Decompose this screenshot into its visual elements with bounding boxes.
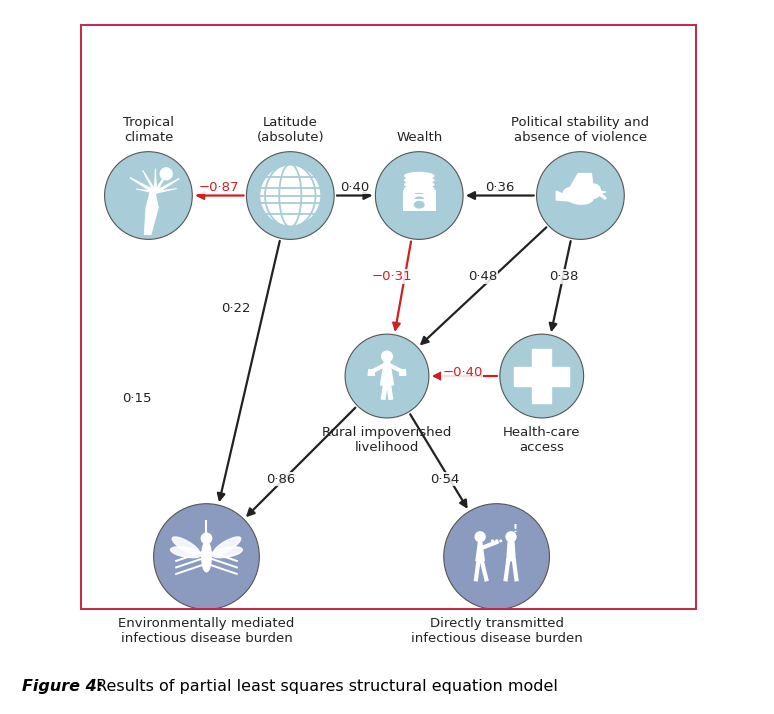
Text: 0·48: 0·48	[467, 271, 497, 283]
Text: Tropical
climate: Tropical climate	[123, 116, 174, 144]
Circle shape	[491, 540, 493, 542]
Text: Environmentally mediated
infectious disease burden: Environmentally mediated infectious dise…	[118, 617, 295, 645]
Text: 0·86: 0·86	[266, 473, 295, 486]
Polygon shape	[476, 542, 485, 560]
Circle shape	[587, 184, 601, 198]
Circle shape	[500, 334, 584, 418]
Text: Rural impoverished
livelihood: Rural impoverished livelihood	[322, 426, 452, 453]
Text: −0·87: −0·87	[199, 181, 240, 193]
Text: 0·22: 0·22	[221, 302, 250, 315]
Circle shape	[345, 334, 429, 418]
Polygon shape	[507, 542, 515, 560]
Ellipse shape	[404, 181, 434, 188]
Circle shape	[444, 503, 550, 610]
Polygon shape	[154, 169, 157, 192]
Polygon shape	[399, 370, 406, 376]
Polygon shape	[155, 188, 177, 193]
Text: Wealth: Wealth	[396, 131, 443, 144]
Ellipse shape	[563, 187, 594, 204]
Polygon shape	[600, 191, 606, 193]
Text: 0·54: 0·54	[430, 473, 460, 486]
Polygon shape	[142, 170, 157, 193]
Ellipse shape	[212, 547, 242, 558]
Text: Figure 4:: Figure 4:	[22, 679, 103, 694]
Circle shape	[496, 540, 498, 542]
Circle shape	[475, 532, 485, 542]
Polygon shape	[515, 366, 569, 386]
Polygon shape	[567, 174, 593, 193]
Ellipse shape	[404, 176, 434, 184]
Text: 0·15: 0·15	[122, 392, 152, 405]
Polygon shape	[368, 370, 375, 376]
Ellipse shape	[414, 196, 425, 204]
Ellipse shape	[404, 185, 434, 193]
Polygon shape	[154, 170, 169, 193]
Polygon shape	[381, 363, 393, 385]
Circle shape	[104, 151, 192, 239]
FancyBboxPatch shape	[402, 198, 436, 211]
Text: Latitude
(absolute): Latitude (absolute)	[256, 116, 324, 144]
Text: Health-care
access: Health-care access	[503, 426, 580, 453]
Circle shape	[153, 503, 259, 610]
Ellipse shape	[202, 541, 211, 572]
Text: −0·40: −0·40	[442, 366, 483, 379]
Polygon shape	[533, 349, 551, 403]
Ellipse shape	[173, 537, 200, 555]
Polygon shape	[155, 178, 180, 194]
FancyBboxPatch shape	[402, 190, 436, 202]
FancyBboxPatch shape	[402, 194, 436, 206]
Circle shape	[246, 151, 334, 239]
Circle shape	[536, 151, 625, 239]
Ellipse shape	[600, 194, 602, 196]
Polygon shape	[557, 191, 568, 201]
Text: 0·36: 0·36	[485, 181, 515, 193]
Ellipse shape	[414, 201, 425, 208]
Circle shape	[500, 540, 502, 542]
Circle shape	[259, 164, 322, 227]
Circle shape	[506, 532, 516, 542]
Polygon shape	[136, 188, 156, 193]
Ellipse shape	[414, 192, 425, 200]
Ellipse shape	[170, 547, 201, 558]
Circle shape	[160, 168, 172, 180]
Ellipse shape	[404, 172, 434, 180]
Text: Results of partial least squares structural equation model: Results of partial least squares structu…	[91, 679, 558, 694]
Polygon shape	[144, 191, 159, 235]
Ellipse shape	[601, 196, 604, 198]
Text: Directly transmitted
infectious disease burden: Directly transmitted infectious disease …	[411, 617, 583, 645]
Text: 0·38: 0·38	[550, 271, 579, 283]
Polygon shape	[129, 177, 156, 194]
Text: −0·31: −0·31	[372, 271, 413, 283]
Circle shape	[382, 351, 392, 362]
Circle shape	[201, 533, 211, 543]
Text: !: !	[512, 523, 518, 533]
Ellipse shape	[603, 196, 606, 198]
Text: 0·40: 0·40	[340, 181, 369, 193]
Circle shape	[375, 151, 463, 239]
Ellipse shape	[214, 537, 241, 555]
Text: Political stability and
absence of violence: Political stability and absence of viole…	[512, 116, 649, 144]
